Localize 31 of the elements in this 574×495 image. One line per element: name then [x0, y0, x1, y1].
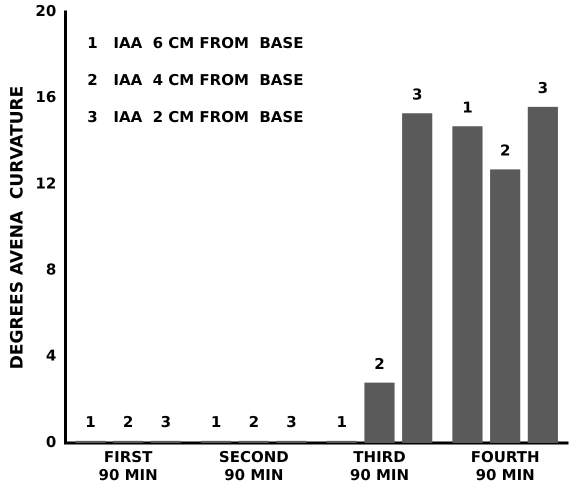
- annotation: 3 IAA 2 CM FROM BASE: [87, 108, 304, 126]
- text: 3: [160, 413, 172, 432]
- x-tick-label: FOURTH 90 MIN: [470, 448, 540, 484]
- y-tick-label: 16: [35, 88, 56, 106]
- annotation: 2 IAA 4 CM FROM BASE: [87, 70, 304, 89]
- y-tick-label: 20: [35, 2, 56, 20]
- text: 1: [210, 413, 222, 432]
- bar: [452, 126, 483, 443]
- y-axis-title: DEGREES AVENA CURVATURE: [8, 86, 28, 370]
- x-tick-label: FIRST 90 MIN: [98, 448, 158, 484]
- text: 1: [85, 413, 96, 432]
- text: 2: [248, 413, 260, 432]
- x-tick-label: SECOND 90 MIN: [218, 448, 289, 484]
- bar: [402, 113, 432, 443]
- y-tick-label: 8: [46, 260, 56, 278]
- y-tick-label: 4: [46, 346, 56, 365]
- x-tick-label: THIRD 90 MIN: [350, 448, 410, 484]
- bar: [490, 169, 520, 443]
- text: 2: [122, 413, 134, 432]
- y-tick-label: 0: [46, 432, 56, 451]
- text: 2: [374, 355, 385, 374]
- series-label: 3: [412, 86, 422, 104]
- text: 3: [286, 413, 297, 432]
- series-label: 2: [500, 142, 510, 160]
- y-tick-label: 12: [35, 174, 56, 192]
- text: 1: [336, 413, 347, 432]
- bar: [364, 382, 395, 443]
- text: 3: [538, 79, 548, 98]
- annotation: 1 IAA 6 CM FROM BASE: [87, 34, 304, 52]
- series-label: 1: [462, 98, 473, 117]
- bar: [528, 106, 558, 443]
